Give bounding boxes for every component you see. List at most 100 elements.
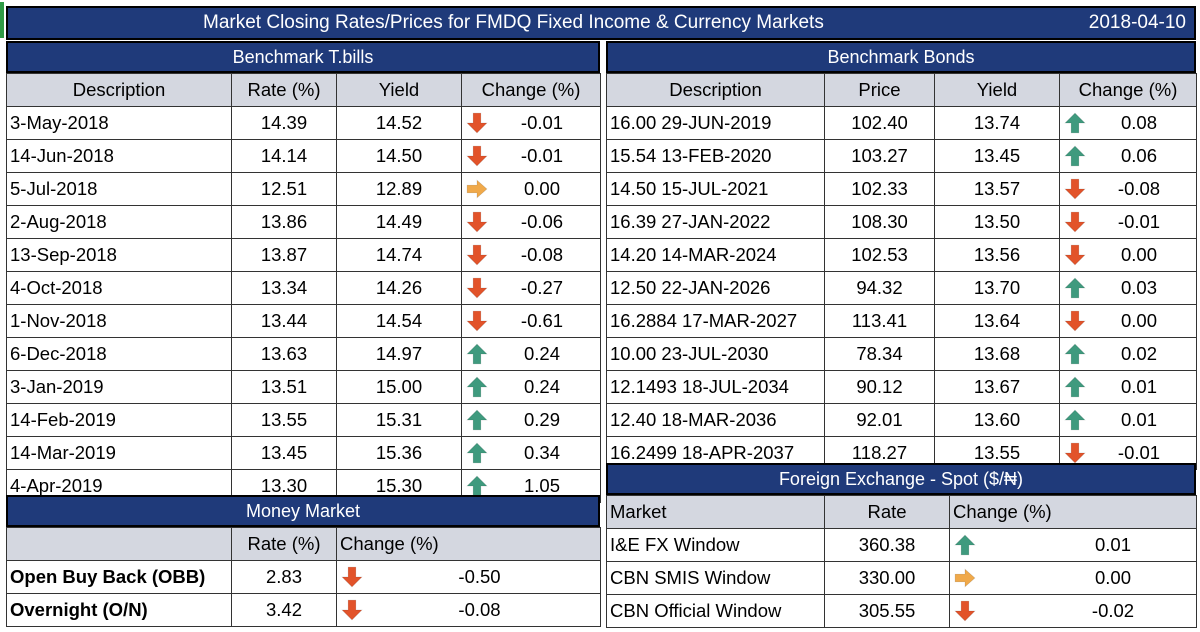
- price-cell: 78.34: [824, 337, 935, 371]
- change-value: 0.03: [1120, 277, 1157, 298]
- price-cell: 108.30: [824, 205, 935, 239]
- change-cell: 0.29: [461, 403, 601, 437]
- table-row: Overnight (O/N) 3.42 -0.08: [6, 593, 601, 627]
- change-cell: 0.00: [1059, 238, 1197, 272]
- col-yield: Yield: [934, 73, 1060, 107]
- rate-cell: 13.51: [231, 370, 337, 404]
- description-cell: 12.50 22-JAN-2026: [606, 271, 825, 305]
- arrow-down-icon: [1064, 178, 1086, 200]
- report-date: 2018-04-10: [1088, 12, 1186, 33]
- arrow-right-icon: [466, 179, 488, 199]
- table-row: 12.40 18-MAR-2036 92.01 13.60 0.01: [606, 403, 1197, 437]
- change-cell: 0.00: [1059, 304, 1197, 338]
- change-value: 0.00: [1120, 310, 1157, 331]
- change-cell: -0.01: [461, 106, 601, 140]
- price-cell: 103.27: [824, 139, 935, 173]
- change-value: -0.61: [520, 310, 564, 331]
- rate-cell: 2.83: [231, 560, 337, 594]
- rate-cell: 14.39: [231, 106, 337, 140]
- table-row: 16.00 29-JUN-2019 102.40 13.74 0.08: [606, 106, 1197, 140]
- description-cell: 4-Oct-2018: [6, 271, 232, 305]
- rate-cell: 13.87: [231, 238, 337, 272]
- arrow-up-icon: [1064, 145, 1086, 167]
- fx-table: Market Rate Change (%) I&E FX Window 360.…: [606, 495, 1197, 628]
- rate-cell: 14.14: [231, 139, 337, 173]
- arrow-up-icon: [466, 376, 488, 398]
- bonds-title: Benchmark Bonds: [827, 46, 975, 67]
- yield-cell: 13.74: [934, 106, 1060, 140]
- bonds-header-row: Description Price Yield Change (%): [606, 73, 1197, 107]
- arrow-up-icon: [1064, 376, 1086, 398]
- description-cell: 16.39 27-JAN-2022: [606, 205, 825, 239]
- tbills-header: Benchmark T.bills: [6, 41, 600, 73]
- table-row: 3-Jan-2019 13.51 15.00 0.24: [6, 370, 601, 404]
- change-cell: 0.00: [949, 561, 1197, 595]
- price-cell: 113.41: [824, 304, 935, 338]
- change-cell: -0.08: [336, 593, 601, 627]
- description-cell: 3-May-2018: [6, 106, 232, 140]
- arrow-down-icon: [466, 112, 488, 134]
- change-value: 0.00: [1094, 567, 1131, 588]
- yield-cell: 13.68: [934, 337, 1060, 371]
- table-row: 1-Nov-2018 13.44 14.54 -0.61: [6, 304, 601, 338]
- rate-cell: 12.51: [231, 172, 337, 206]
- table-row: 10.00 23-JUL-2030 78.34 13.68 0.02: [606, 337, 1197, 371]
- tbills-table: Description Rate (%) Yield Change (%) 3-…: [6, 73, 601, 503]
- arrow-down-icon: [1064, 211, 1086, 233]
- yield-cell: 14.26: [336, 271, 462, 305]
- description-cell: I&E FX Window: [606, 528, 825, 562]
- change-cell: 0.06: [1059, 139, 1197, 173]
- cell-selection-marker: [0, 2, 4, 38]
- change-value: -0.08: [1117, 178, 1161, 199]
- description-cell: 15.54 13-FEB-2020: [606, 139, 825, 173]
- description-cell: 14-Mar-2019: [6, 436, 232, 470]
- bonds-header: Benchmark Bonds: [606, 41, 1196, 73]
- change-value: -0.08: [458, 599, 501, 620]
- yield-cell: 14.97: [336, 337, 462, 371]
- tbills-header-row: Description Rate (%) Yield Change (%): [6, 73, 601, 107]
- change-value: 0.02: [1120, 343, 1157, 364]
- change-value: 0.01: [1120, 409, 1157, 430]
- yield-cell: 12.89: [336, 172, 462, 206]
- price-cell: 102.53: [824, 238, 935, 272]
- arrow-up-icon: [466, 442, 488, 464]
- table-row: 6-Dec-2018 13.63 14.97 0.24: [6, 337, 601, 371]
- rate-cell: 305.55: [824, 594, 950, 628]
- yield-cell: 13.64: [934, 304, 1060, 338]
- rate-cell: 13.34: [231, 271, 337, 305]
- description-cell: 2-Aug-2018: [6, 205, 232, 239]
- change-value: -0.06: [520, 211, 564, 232]
- report-title: Market Closing Rates/Prices for FMDQ Fix…: [203, 12, 824, 33]
- arrow-up-icon: [1064, 343, 1086, 365]
- price-cell: 90.12: [824, 370, 935, 404]
- change-value: -0.08: [520, 244, 564, 265]
- change-cell: 0.00: [461, 172, 601, 206]
- change-value: 0.08: [1120, 112, 1157, 133]
- arrow-down-icon: [466, 244, 488, 266]
- yield-cell: 13.67: [934, 370, 1060, 404]
- col-change: Change (%): [461, 73, 601, 107]
- bonds-table: Description Price Yield Change (%) 16.00…: [606, 73, 1197, 470]
- col-description: Description: [6, 73, 232, 107]
- arrow-down-icon: [1064, 244, 1086, 266]
- table-row: 3-May-2018 14.39 14.52 -0.01: [6, 106, 601, 140]
- yield-cell: 14.54: [336, 304, 462, 338]
- table-row: 2-Aug-2018 13.86 14.49 -0.06: [6, 205, 601, 239]
- col-rate: Rate (%): [231, 527, 337, 561]
- rate-cell: 13.86: [231, 205, 337, 239]
- change-cell: 0.01: [1059, 370, 1197, 404]
- col-change: Change (%): [1059, 73, 1197, 107]
- col-rate: Rate (%): [231, 73, 337, 107]
- fx-title: Foreign Exchange - Spot ($/₦): [778, 468, 1024, 489]
- table-row: 16.2884 17-MAR-2027 113.41 13.64 0.00: [606, 304, 1197, 338]
- arrow-down-icon: [341, 599, 363, 621]
- arrow-right-icon: [954, 568, 976, 588]
- change-value: 1.05: [523, 475, 560, 496]
- money-market-header: Money Market: [6, 495, 600, 527]
- table-row: 12.50 22-JAN-2026 94.32 13.70 0.03: [606, 271, 1197, 305]
- description-cell: 1-Nov-2018: [6, 304, 232, 338]
- change-cell: -0.08: [461, 238, 601, 272]
- change-cell: 0.01: [949, 528, 1197, 562]
- col-yield: Yield: [336, 73, 462, 107]
- change-cell: 0.01: [1059, 403, 1197, 437]
